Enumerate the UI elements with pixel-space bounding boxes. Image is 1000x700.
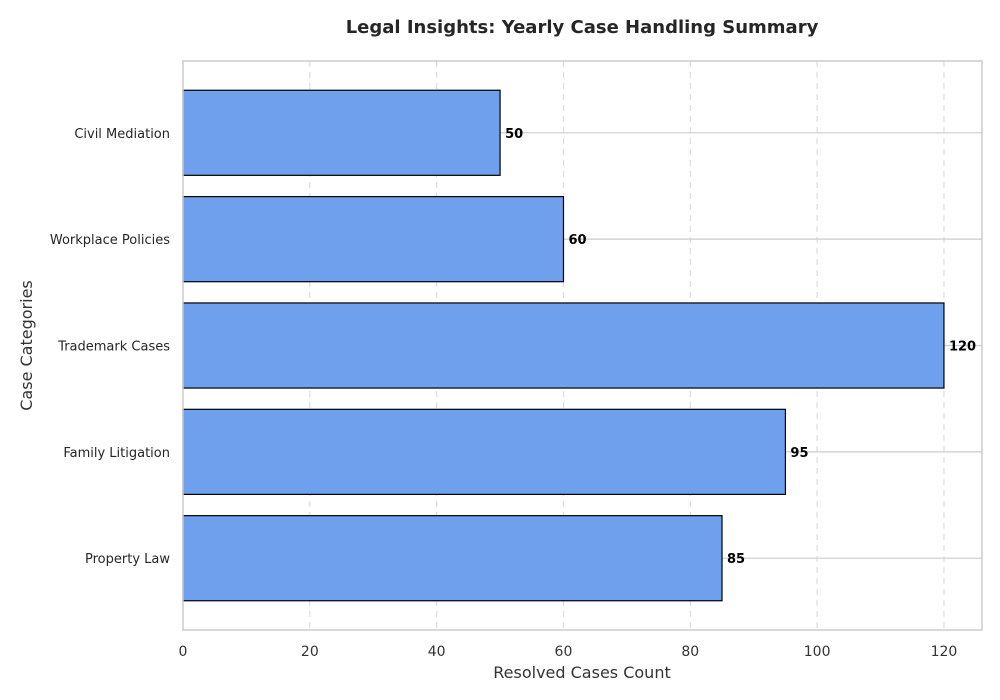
bar xyxy=(182,196,565,283)
data-label: 120 xyxy=(949,340,976,355)
y-category-label: Workplace Policies xyxy=(50,233,170,248)
chart-title: Legal Insights: Yearly Case Handling Sum… xyxy=(346,17,819,38)
y-axis-label: Case Categories xyxy=(17,280,36,410)
y-category-label: Property Law xyxy=(85,552,170,567)
x-tick-label: 0 xyxy=(179,644,188,660)
y-category-labels: Civil Mediation Workplace Policies Tradema… xyxy=(50,127,170,567)
x-ticks: 0 20 40 60 80 100 120 xyxy=(179,644,958,660)
x-axis-label: Resolved Cases Count xyxy=(493,663,670,682)
data-label: 85 xyxy=(727,552,745,567)
bar xyxy=(182,408,787,495)
bars: 50 60 120 95 85 xyxy=(182,89,976,602)
data-label: 60 xyxy=(568,233,586,248)
x-tick-label: 80 xyxy=(681,644,699,660)
bar xyxy=(182,89,501,176)
plot-frame xyxy=(182,60,983,631)
x-tick-label: 20 xyxy=(301,644,319,660)
y-category-label: Family Litigation xyxy=(63,446,170,461)
data-label: 50 xyxy=(505,127,523,142)
x-tick-label: 40 xyxy=(428,644,446,660)
x-tick-label: 60 xyxy=(555,644,573,660)
bar xyxy=(182,302,945,389)
data-label: 95 xyxy=(790,446,808,461)
y-category-label: Civil Mediation xyxy=(74,127,170,142)
bar xyxy=(182,515,723,602)
x-tick-label: 120 xyxy=(931,644,958,660)
x-tick-label: 100 xyxy=(804,644,831,660)
y-category-label: Trademark Cases xyxy=(57,340,170,355)
